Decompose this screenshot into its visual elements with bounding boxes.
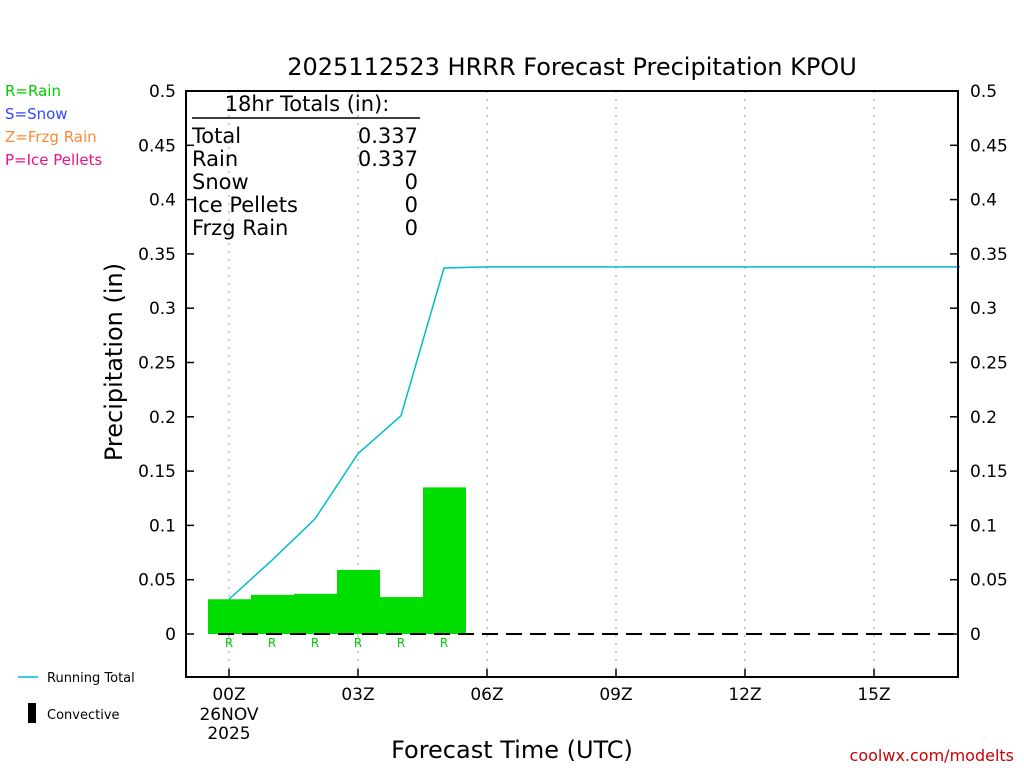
type-legend-entry: R=Rain [5,82,61,100]
bar-type-code: R [440,636,448,650]
totals-row-value: 0 [405,216,418,240]
running-total-line-group [228,266,960,600]
series-legend: Running Total Convective [18,671,135,723]
y-tick-label-right: 0.1 [970,516,997,536]
precip-bar [251,594,294,634]
y-tick-label: 0 [165,625,176,645]
y-tick-label: 0.5 [149,82,176,102]
type-legend-entry: P=Ice Pellets [5,151,102,169]
bar-type-code: R [268,636,276,650]
precip-bar [380,597,423,634]
totals-header: 18hr Totals (in): [225,92,390,116]
y-tick-label-right: 0.45 [970,136,1008,156]
x-tick-label: 12Z [728,685,761,705]
plot-frame [185,90,959,678]
y-tick-label: 0.4 [149,191,176,211]
x-tick-label: 06Z [470,685,503,705]
totals-row-label: Snow [192,170,249,194]
grid-lines [228,91,875,677]
precip-bar [208,599,251,634]
y-tick-label-right: 0.5 [970,82,997,102]
y-tick-label-right: 0.15 [970,462,1008,482]
y-tick-label-right: 0.05 [970,571,1008,591]
y-axis-title: Precipitation (in) [100,263,128,461]
x-tick-label: 15Z [857,685,890,705]
type-legend-entry: S=Snow [5,105,68,123]
type-legend-entry: Z=Frzg Rain [5,128,97,146]
bar-type-code: R [311,636,319,650]
y-tick-label: 0.35 [138,245,176,265]
precip-bar [337,569,380,634]
totals-row-label: Rain [192,147,238,171]
precip-bar [423,487,466,634]
y-tick-label: 0.15 [138,462,176,482]
chart-title: 2025112523 HRRR Forecast Precipitation K… [287,53,857,81]
y-tick-label-right: 0.4 [970,191,997,211]
bar-type-code: R [397,636,405,650]
totals-row-value: 0 [405,193,418,217]
y-tick-label-right: 0 [970,625,981,645]
source-footnote: coolwx.com/modelts [850,746,1014,765]
totals-row-value: 0.337 [358,124,418,148]
y-axis-left: 0 0.05 0.1 0.15 0.2 0.25 0.3 0.35 0.4 0.45 0.5 [138,82,194,645]
y-tick-label-right: 0.3 [970,299,997,319]
y-tick-label: 0.3 [149,299,176,319]
y-tick-label: 0.45 [138,136,176,156]
bar-type-code: R [354,636,362,650]
y-tick-label: 0.05 [138,571,176,591]
x-axis-title: Forecast Time (UTC) [391,736,633,764]
x-tick-sublabel: 26NOV [199,705,258,725]
totals-row-label: Ice Pellets [192,193,298,217]
x-tick-label: 03Z [341,685,374,705]
bar-type-code: R [225,636,233,650]
totals-row-value: 0.337 [358,147,418,171]
y-tick-label-right: 0.35 [970,245,1008,265]
running-total-legend-label: Running Total [47,671,135,686]
y-axis-right: 0 0.05 0.1 0.15 0.2 0.25 0.3 0.35 0.4 0.45 0.5 [950,82,1008,645]
x-tick-label: 00Z [212,685,245,705]
y-tick-label: 0.2 [149,408,176,428]
totals-row-value: 0 [405,170,418,194]
convective-swatch [28,703,36,723]
totals-row-label: Total [191,124,241,148]
y-tick-label: 0.25 [138,354,176,374]
totals-row-label: Frzg Rain [192,216,288,240]
y-tick-label-right: 0.2 [970,408,997,428]
totals-box: 18hr Totals (in): Total 0.337 Rain 0.337 Snow… [191,92,420,240]
convective-legend-label: Convective [47,708,120,723]
x-tick-sublabel: 2025 [207,724,250,744]
running-total-line [228,266,960,600]
y-tick-label-right: 0.25 [970,354,1008,374]
x-tick-label: 09Z [599,685,632,705]
precip-type-legend: R=Rain S=Snow Z=Frzg Rain P=Ice Pellets [5,82,102,169]
y-tick-label: 0.1 [149,516,176,536]
precip-bar [294,593,337,634]
